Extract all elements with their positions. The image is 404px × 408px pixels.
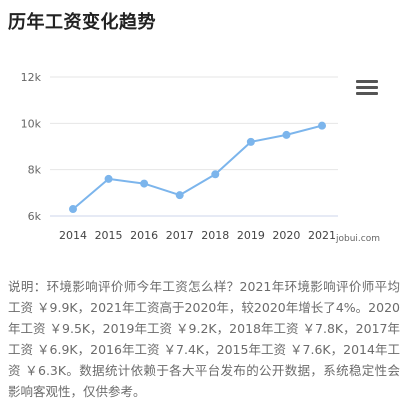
salary-description: 说明：环境影响评价师今年工资怎么样？2021年环境影响评价师平均工资 ￥9.9K… <box>8 279 400 399</box>
page-title: 历年工资变化趋势 <box>8 12 156 33</box>
x-tick-label: 2019 <box>237 229 265 242</box>
y-tick-label: 8k <box>28 164 42 177</box>
y-tick-label: 12k <box>21 71 42 84</box>
x-tick-label: 2020 <box>272 229 300 242</box>
x-tick-label: 2018 <box>201 229 229 242</box>
watermark-text: jobui.com <box>335 234 380 244</box>
y-axis-ticks: 6k 8k 10k 12k <box>21 71 42 223</box>
data-point[interactable] <box>246 137 255 146</box>
x-tick-label: 2017 <box>166 229 194 242</box>
x-tick-label: 2016 <box>130 229 158 242</box>
data-point[interactable] <box>282 130 291 139</box>
data-point[interactable] <box>175 191 184 200</box>
data-point[interactable] <box>211 170 220 179</box>
hamburger-menu-icon <box>356 80 378 83</box>
series-line <box>72 124 323 211</box>
x-tick-label: 2014 <box>59 229 87 242</box>
x-axis-ticks: 2014 2015 2016 2017 2018 2019 2020 2021 <box>59 229 336 242</box>
x-tick-label: 2015 <box>95 229 123 242</box>
x-tick-label: 2021 <box>308 229 336 242</box>
data-point[interactable] <box>104 174 113 183</box>
y-tick-label: 6k <box>28 210 42 223</box>
chart-gridlines <box>50 76 338 217</box>
data-point[interactable] <box>69 205 77 214</box>
y-tick-label: 10k <box>21 117 42 130</box>
data-point[interactable] <box>318 121 326 130</box>
data-point[interactable] <box>140 179 149 188</box>
chart-menu-button[interactable] <box>356 80 378 98</box>
data-points[interactable] <box>69 121 326 214</box>
